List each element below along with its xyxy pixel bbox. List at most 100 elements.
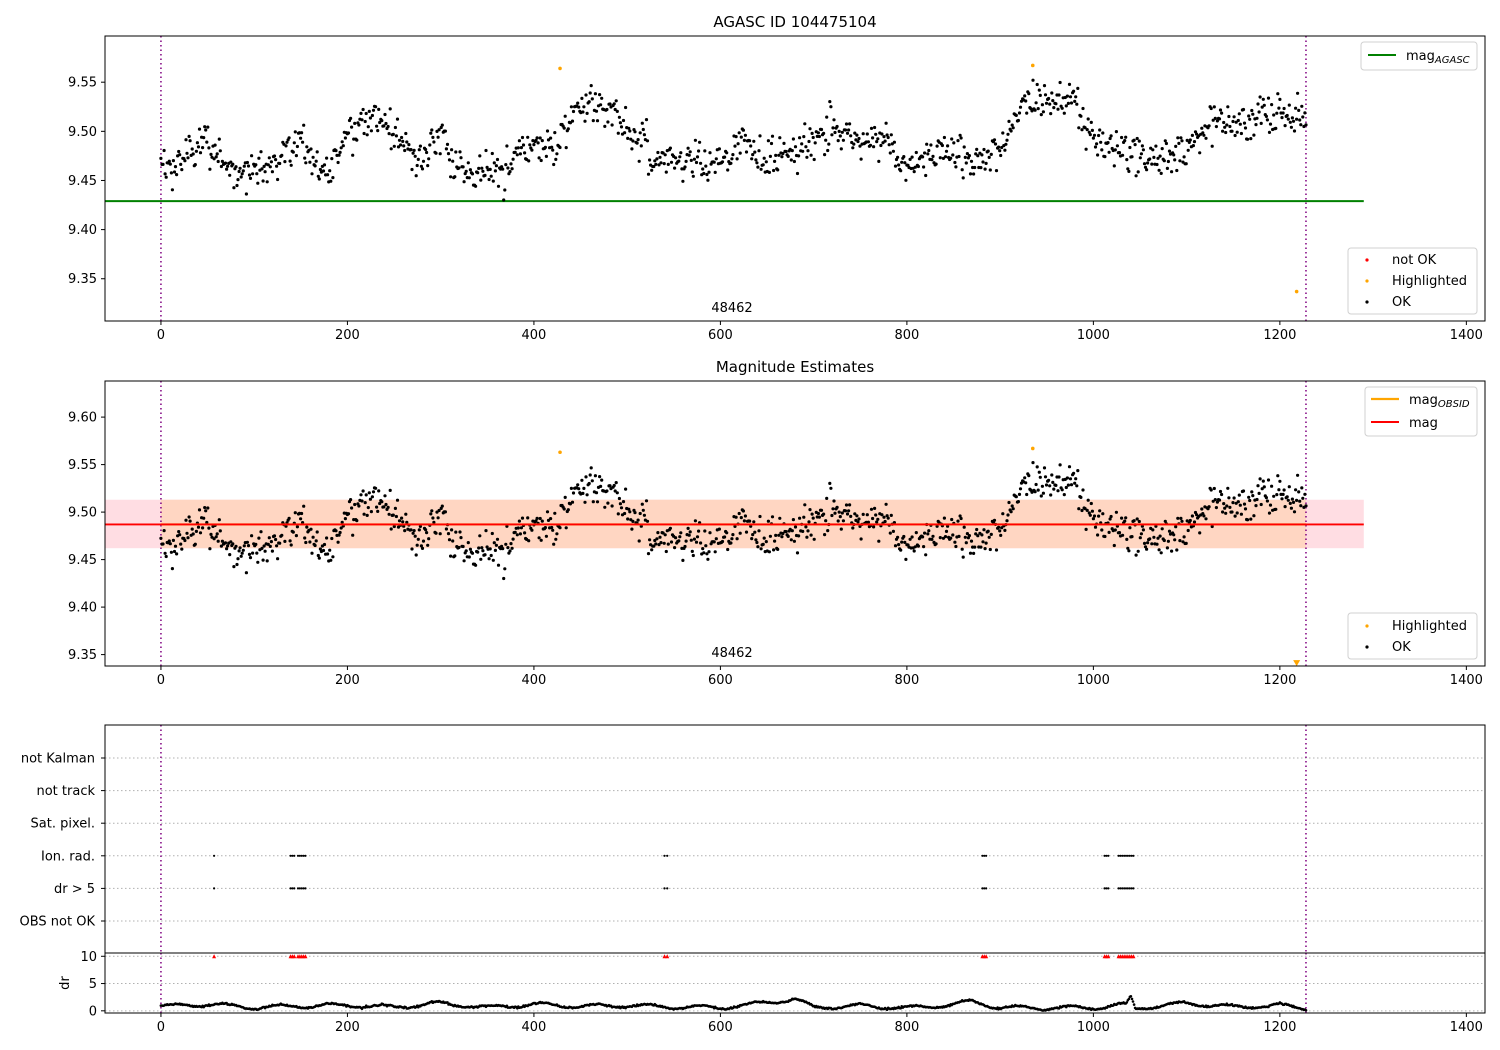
ok-point: [663, 153, 667, 157]
ok-point: [1212, 486, 1216, 491]
ok-point: [1198, 151, 1202, 155]
ok-point: [234, 165, 238, 169]
ok-point: [1204, 136, 1208, 140]
ok-point: [738, 151, 742, 155]
ok-point: [265, 180, 269, 184]
ok-point: [1080, 128, 1084, 132]
ok-point: [603, 505, 607, 509]
ok-point: [753, 150, 757, 154]
ok-point: [1124, 516, 1128, 520]
ok-point: [761, 163, 765, 167]
ok-point: [503, 567, 507, 571]
ok-point: [861, 132, 865, 136]
ok-point: [897, 543, 901, 547]
ok-point: [938, 536, 942, 540]
ok-point: [1127, 549, 1131, 553]
ok-point: [270, 170, 274, 174]
ok-point: [976, 154, 980, 158]
ok-point: [462, 180, 466, 184]
ok-point: [762, 536, 766, 540]
ok-point: [246, 164, 251, 168]
ok-point: [1017, 111, 1022, 115]
ok-point: [1130, 155, 1134, 159]
ok-point: [697, 149, 701, 153]
ok-point: [1300, 104, 1304, 108]
ok-point: [185, 531, 189, 535]
ok-point: [772, 168, 776, 173]
ok-point: [288, 539, 292, 543]
ok-point: [1112, 164, 1116, 168]
ok-point: [1124, 135, 1128, 139]
ok-point: [714, 537, 718, 541]
dr-point: [1131, 1000, 1135, 1003]
ok-point: [418, 144, 422, 148]
ok-point: [566, 508, 570, 512]
ok-point: [193, 163, 197, 167]
ok-point: [392, 144, 396, 148]
ok-point: [1115, 144, 1119, 148]
ok-point: [392, 524, 396, 529]
ok-point: [334, 529, 338, 533]
ok-point: [780, 535, 784, 539]
ok-point: [879, 143, 883, 148]
ok-point: [1073, 481, 1077, 485]
ok-point: [1225, 123, 1229, 127]
ok-point: [318, 167, 322, 172]
ok-point: [707, 550, 711, 554]
ok-point: [965, 532, 970, 536]
ok-point: [304, 161, 308, 165]
ok-point: [1036, 107, 1040, 111]
ok-point: [624, 105, 628, 110]
ok-point: [1049, 493, 1053, 497]
ok-point: [661, 151, 665, 155]
legend2-highlighted-marker: [1365, 624, 1369, 628]
ok-point: [494, 164, 498, 168]
ok-point: [363, 119, 367, 124]
ok-point: [289, 163, 293, 167]
ok-point: [828, 481, 832, 485]
ok-point: [400, 516, 404, 520]
ok-point: [1294, 488, 1298, 492]
ok-point: [690, 170, 694, 174]
ok-point: [587, 481, 591, 486]
ok-point: [1141, 148, 1145, 152]
ok-point: [1265, 118, 1269, 122]
ok-point: [580, 96, 584, 100]
ok-point: [283, 539, 287, 544]
ok-point: [640, 502, 644, 506]
ok-point: [1230, 510, 1234, 514]
ok-point: [208, 167, 212, 171]
ok-point: [764, 540, 768, 544]
ok-point: [866, 520, 871, 524]
ok-point: [419, 544, 423, 548]
ok-point: [343, 517, 347, 521]
ok-point: [940, 143, 945, 148]
ok-point: [474, 184, 478, 188]
ok-point: [339, 526, 343, 530]
ok-point: [1180, 519, 1184, 523]
ok-point: [664, 549, 668, 554]
ok-point: [1158, 534, 1162, 538]
ok-point: [1282, 106, 1286, 111]
y-tick-label: 10: [80, 950, 97, 965]
ok-point: [540, 139, 544, 143]
ok-point: [755, 161, 759, 165]
ok-point: [1121, 533, 1125, 537]
ok-point: [213, 143, 217, 147]
ok-point: [982, 147, 986, 152]
ok-point: [337, 153, 341, 157]
x-tick-label: 800: [894, 673, 919, 688]
flag-point: [985, 887, 988, 890]
ok-point: [1083, 507, 1087, 511]
ok-point: [1283, 505, 1287, 509]
dr-point: [1129, 995, 1133, 998]
ok-point: [260, 167, 264, 171]
flag-point: [298, 854, 301, 857]
ok-point: [370, 495, 374, 499]
ok-point: [1277, 488, 1281, 492]
ok-point: [231, 162, 235, 166]
ok-point: [630, 147, 634, 151]
y-tick-label: 9.40: [68, 601, 97, 616]
ok-point: [1050, 473, 1054, 477]
ok-point: [322, 163, 327, 167]
